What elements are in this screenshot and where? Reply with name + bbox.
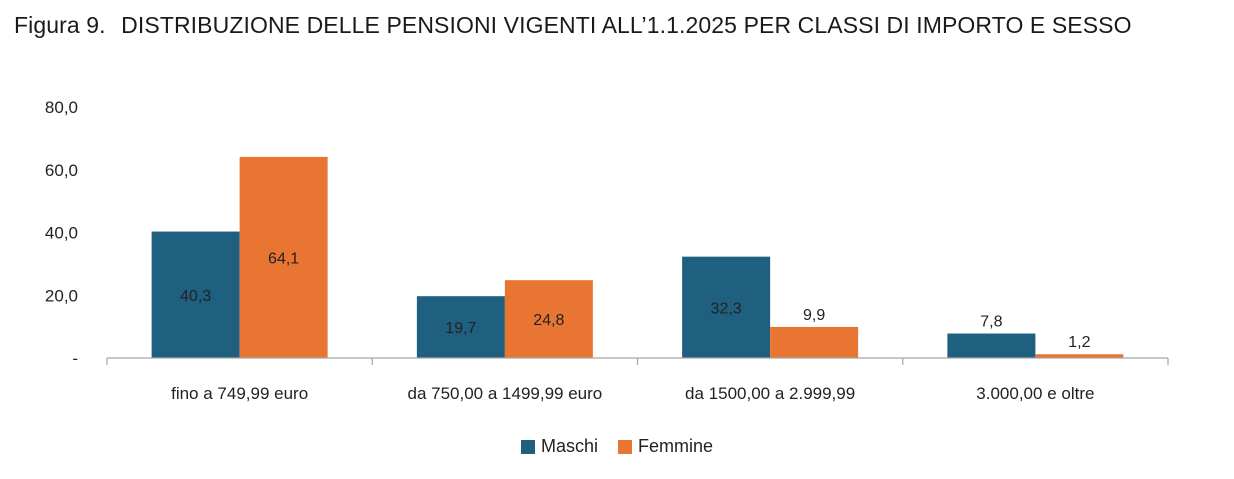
legend-swatch-maschi: [520, 439, 535, 454]
x-category-label: da 750,00 a 1499,99 euro: [408, 384, 603, 403]
y-tick-label: 40,0: [45, 224, 78, 243]
legend-label-femmine: Femmine: [638, 436, 714, 456]
bar-maschi: [151, 231, 240, 358]
data-label: 40,3: [180, 288, 211, 305]
x-category-label: 3.000,00 e oltre: [976, 384, 1094, 403]
data-label: 32,3: [711, 300, 742, 317]
data-label: 7,8: [980, 314, 1002, 331]
y-tick-label: 20,0: [45, 286, 78, 305]
data-label: 19,7: [445, 320, 476, 337]
x-category-label: fino a 749,99 euro: [171, 384, 308, 403]
bar-femmine: [1035, 354, 1124, 358]
x-category-label: da 1500,00 a 2.999,99: [685, 384, 855, 403]
data-label: 9,9: [803, 307, 825, 324]
bar-maschi: [416, 296, 505, 358]
bar-maschi: [947, 333, 1036, 358]
legend-label-maschi: Maschi: [540, 436, 598, 456]
legend: Maschi Femmine: [0, 436, 1234, 457]
figure-title-text: DISTRIBUZIONE DELLE PENSIONI VIGENTI ALL…: [121, 12, 1132, 38]
data-label: 64,1: [268, 250, 299, 267]
bar-chart: - 20,0 40,0 60,0 80,0 40,3 64,1 fino a 749,99 e…: [45, 98, 1169, 403]
y-tick-label: 60,0: [45, 161, 78, 180]
y-tick-label: -: [72, 349, 78, 368]
bar-femmine: [239, 156, 328, 358]
bar-femmine: [504, 280, 593, 358]
chart-title: Figura 9. DISTRIBUZIONE DELLE PENSIONI V…: [14, 12, 1132, 39]
legend-item-femmine: Femmine: [618, 436, 713, 457]
data-label: 1,2: [1068, 334, 1090, 351]
legend-item-maschi: Maschi: [520, 436, 598, 457]
bar-maschi: [682, 256, 771, 358]
bar-femmine: [770, 326, 859, 358]
legend-swatch-femmine: [618, 439, 632, 454]
y-tick-label: 80,0: [45, 98, 78, 117]
data-label: 24,8: [533, 312, 564, 329]
figure-number: Figura 9.: [14, 12, 106, 38]
